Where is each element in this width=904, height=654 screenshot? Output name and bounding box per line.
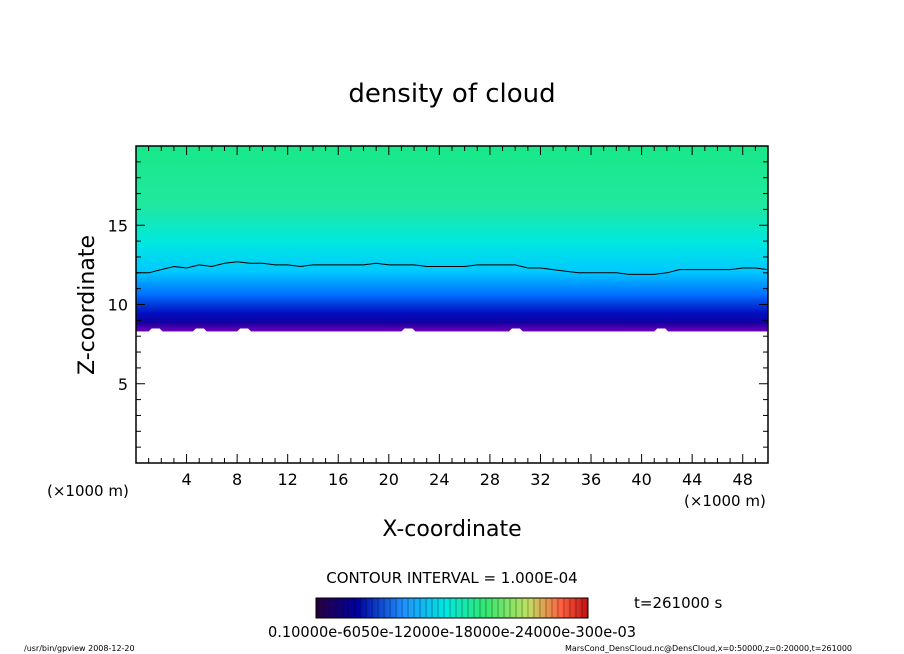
time-label: t=261000 s xyxy=(634,594,722,612)
footer-left: /usr/bin/gpview 2008-12-20 xyxy=(24,644,135,653)
cloud-base-notches xyxy=(148,328,669,332)
x-tick-label: 16 xyxy=(328,470,348,489)
cloud-density-fill xyxy=(136,146,768,332)
y-tick-label: 15 xyxy=(108,216,128,235)
colorbar xyxy=(315,597,589,619)
x-tick-label: 20 xyxy=(379,470,399,489)
x-tick-label: 8 xyxy=(232,470,242,489)
chart-title: density of cloud xyxy=(348,79,555,109)
x-axis-unit-left: (×1000 m) xyxy=(47,482,129,500)
x-tick-label: 4 xyxy=(181,470,191,489)
y-axis-ticks: 5 10 15 xyxy=(108,145,768,464)
y-tick-label: 10 xyxy=(108,296,128,315)
x-tick-label: 32 xyxy=(530,470,550,489)
x-axis-unit-right: (×1000 m) xyxy=(684,492,766,510)
x-tick-label: 48 xyxy=(733,470,753,489)
contour-line xyxy=(136,261,769,275)
x-tick-label: 12 xyxy=(278,470,298,489)
contour-interval-text: CONTOUR INTERVAL = 1.000E-04 xyxy=(326,569,577,587)
colorbar-labels: 0.10000e-6050e-12000e-18000e-24000e-300e… xyxy=(268,623,636,641)
x-tick-label: 40 xyxy=(631,470,651,489)
x-tick-label: 44 xyxy=(682,470,702,489)
x-tick-label: 28 xyxy=(480,470,500,489)
x-axis-ticks: 4 8 12 16 20 24 28 32 36 40 44 48 xyxy=(135,146,769,489)
colorbar-stripes xyxy=(317,599,583,617)
footer-right: MarsCond_DensCloud.nc@DensCloud,x=0:5000… xyxy=(565,644,852,653)
x-tick-label: 36 xyxy=(581,470,601,489)
x-axis-label: X-coordinate xyxy=(382,517,521,542)
y-tick-label: 5 xyxy=(118,375,128,394)
x-tick-label: 24 xyxy=(429,470,449,489)
y-axis-label: Z-coordinate xyxy=(75,235,100,375)
